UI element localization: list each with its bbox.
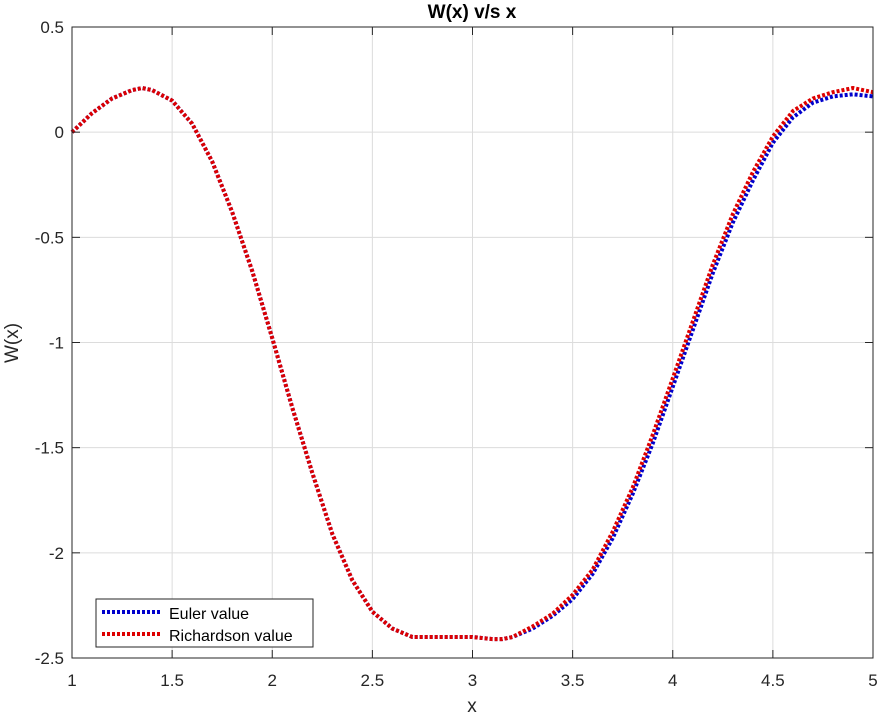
y-tick-label: -0.5: [35, 228, 64, 247]
legend: Euler value Richardson value: [95, 598, 314, 648]
series-lines: [70, 86, 874, 642]
x-tick-label: 3: [468, 671, 477, 690]
y-tick-label: -1: [49, 334, 64, 353]
x-tick-label: 4: [668, 671, 677, 690]
legend-box: [95, 598, 314, 648]
x-axis-ticks: 1 1.5 2 2.5 3 3.5 4 4.5 5: [67, 27, 878, 690]
x-axis-label: x: [467, 696, 477, 715]
y-axis-label: W(x): [2, 323, 23, 363]
legend-label-richardson: Richardson value: [169, 628, 293, 645]
y-tick-label: -2.5: [35, 649, 64, 668]
y-tick-label: 0.5: [40, 18, 64, 37]
x-tick-label: 1: [67, 671, 76, 690]
chart-title: W(x) v/s x: [428, 2, 517, 23]
y-tick-label: -1.5: [35, 439, 64, 458]
x-tick-label: 4.5: [761, 671, 785, 690]
y-tick-label: -2: [49, 544, 64, 563]
x-tick-label: 5: [868, 671, 877, 690]
x-tick-label: 2: [268, 671, 277, 690]
series-line-richardson-value: [70, 86, 874, 642]
x-tick-label: 1.5: [160, 671, 184, 690]
y-axis-ticks: 0.5 0 -0.5 -1 -1.5 -2 -2.5: [35, 18, 873, 668]
x-tick-label: 2.5: [361, 671, 385, 690]
legend-label-euler: Euler value: [169, 606, 249, 623]
x-tick-label: 3.5: [561, 671, 585, 690]
y-tick-label: 0: [55, 123, 64, 142]
